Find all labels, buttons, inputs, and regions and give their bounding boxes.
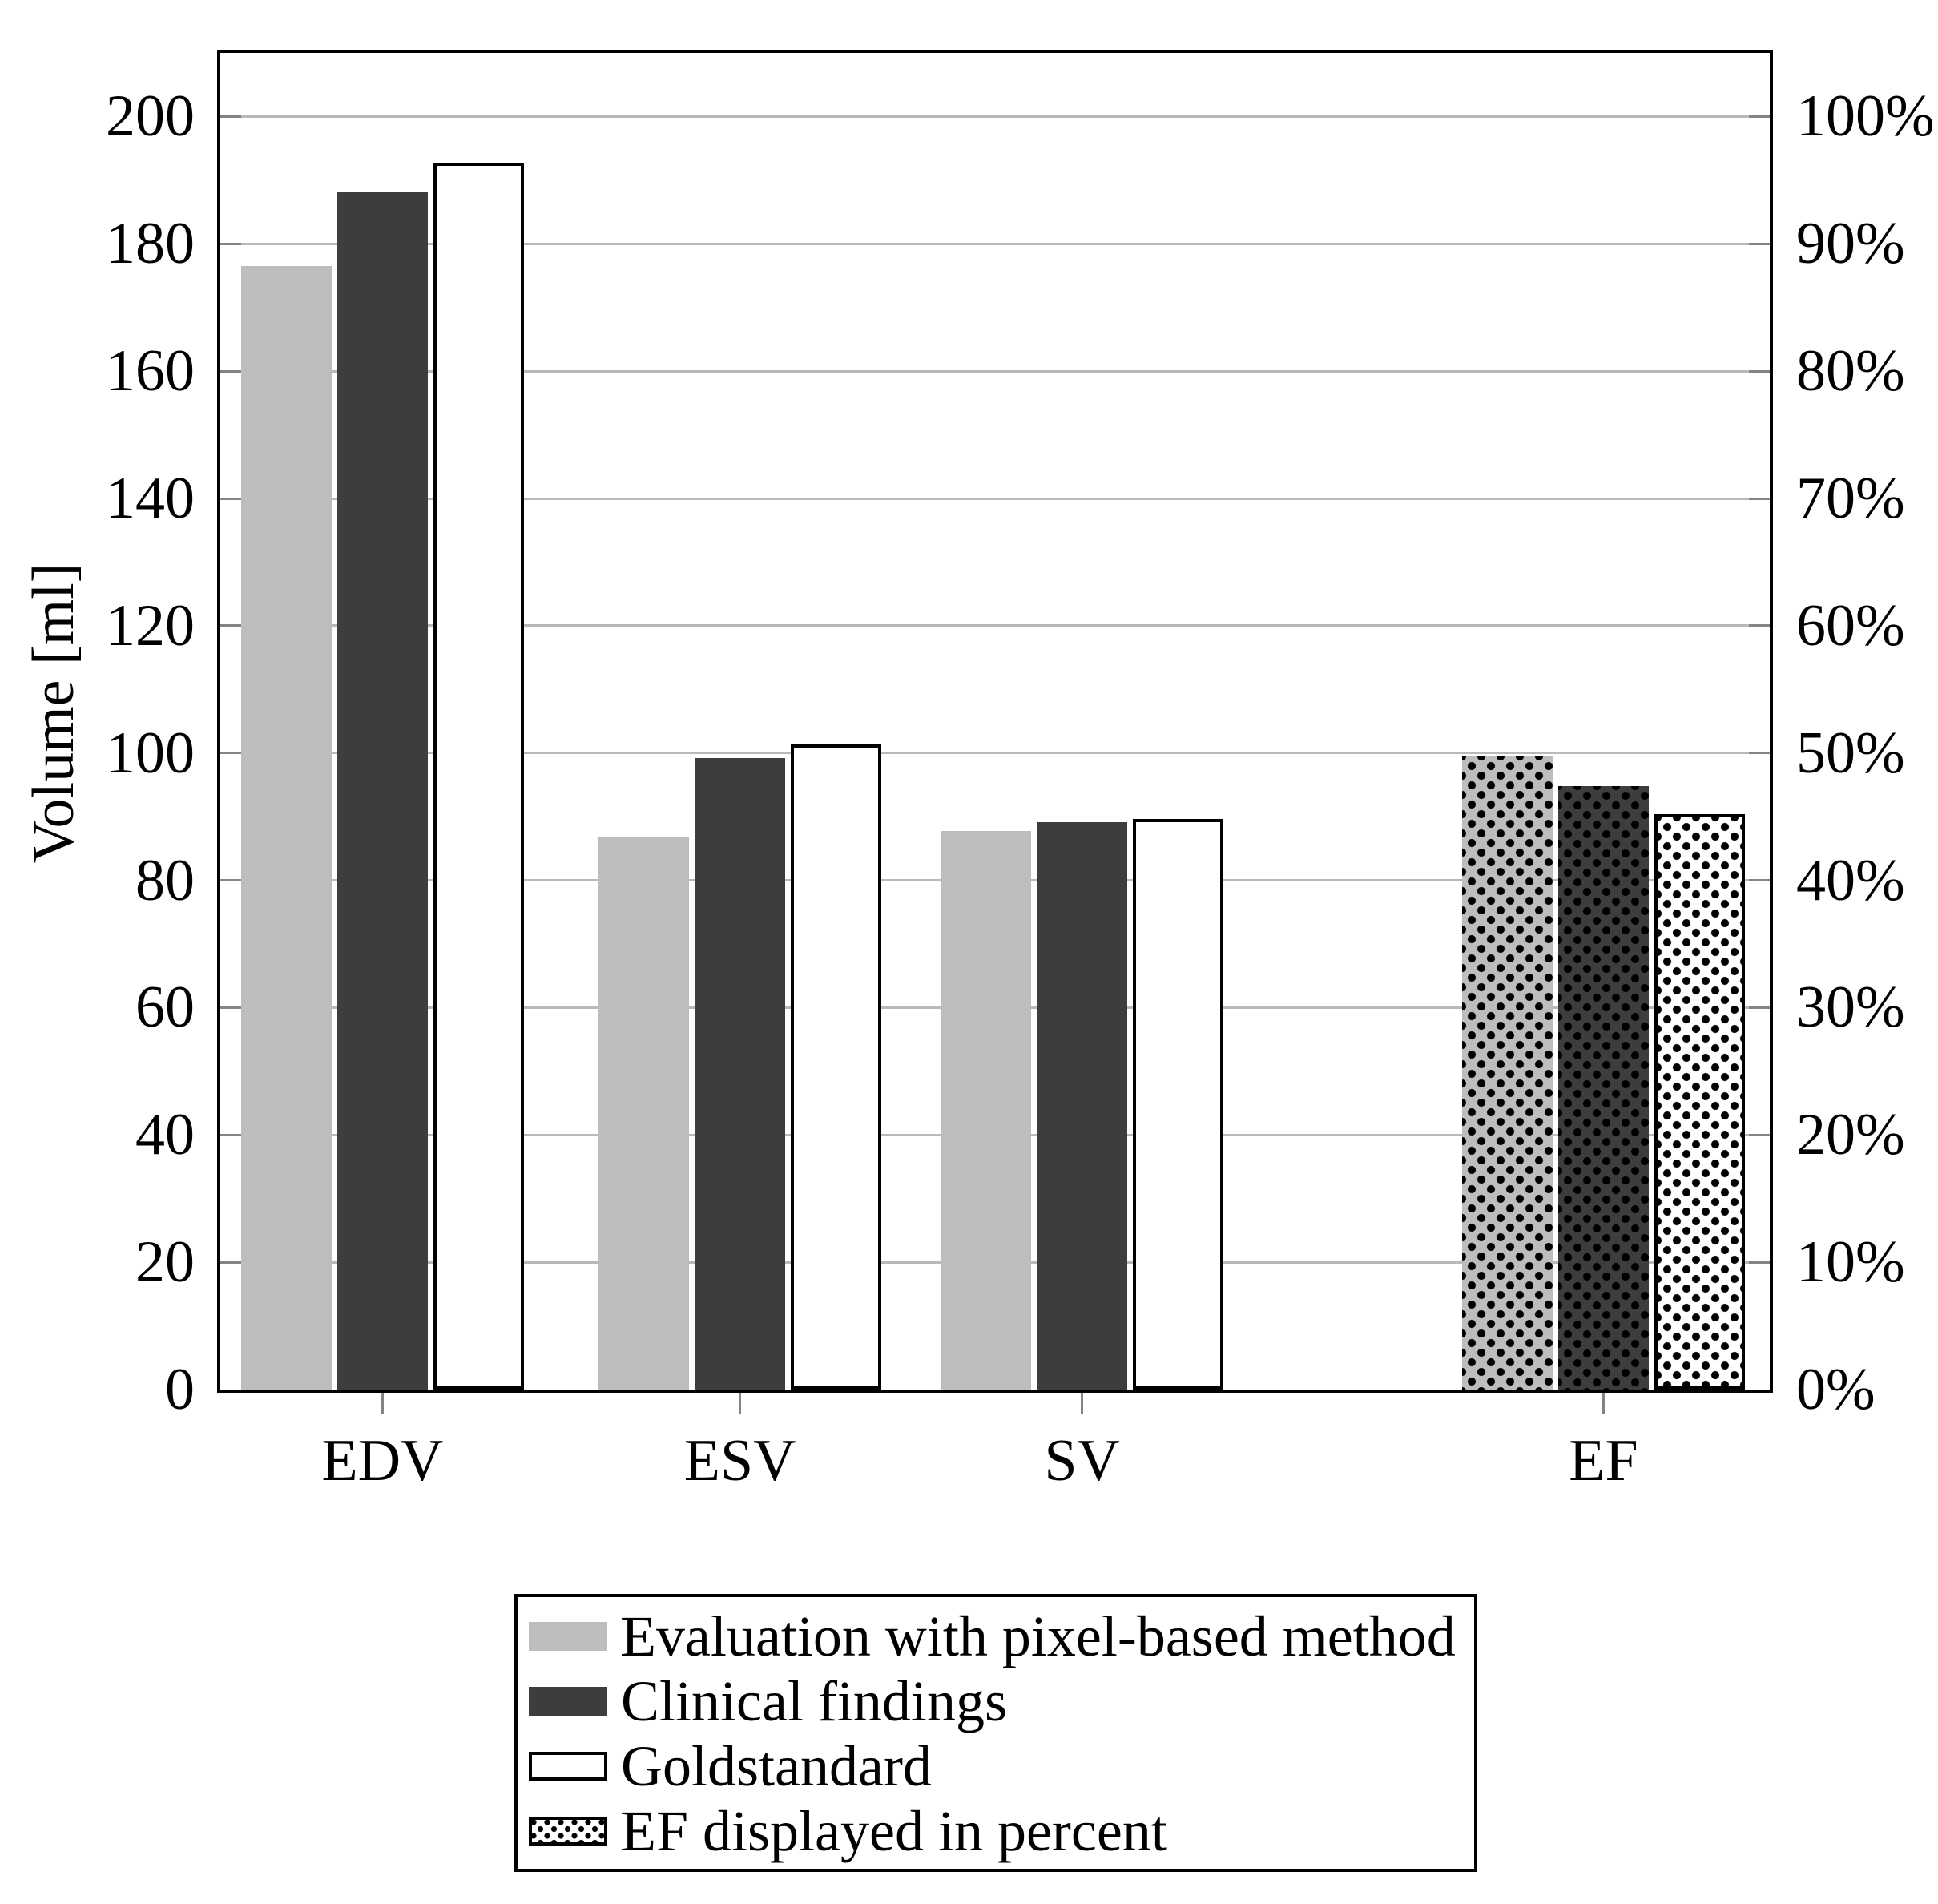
bar-ef-clinical: [1557, 786, 1649, 1390]
y-left-tick-label: 180: [106, 211, 195, 277]
y-right-tick-label: 80%: [1796, 338, 1905, 405]
left-axis-tick: [220, 624, 241, 627]
legend-item-label: EF displayed in percent: [621, 1798, 1167, 1863]
right-axis-tick: [1749, 242, 1770, 245]
right-axis-tick: [1749, 1006, 1770, 1009]
right-axis-tick: [1749, 497, 1770, 500]
right-axis-tick: [1749, 369, 1770, 373]
y-right-tick-label: 60%: [1796, 592, 1905, 659]
left-axis-tick: [220, 115, 241, 118]
legend-item: Clinical findings: [529, 1668, 1474, 1733]
x-axis-tick: [739, 1393, 742, 1414]
plot-area: [217, 50, 1773, 1393]
y-right-tick-label: 50%: [1796, 720, 1905, 786]
gridline: [220, 624, 1770, 627]
bar-sv-pixel-method: [941, 831, 1032, 1390]
x-axis-tick: [1602, 1393, 1605, 1414]
right-axis-tick: [1749, 624, 1770, 627]
bar-sv-goldstandard: [1133, 819, 1224, 1390]
bar-edv-pixel-method: [240, 266, 332, 1390]
legend-box: Evaluation with pixel-based method Clinic…: [514, 1594, 1477, 1872]
bar-edv-goldstandard: [433, 162, 524, 1390]
right-axis-tick: [1749, 879, 1770, 882]
y-right-tick-label: 40%: [1796, 847, 1905, 914]
bar-sv-clinical: [1037, 821, 1128, 1390]
bar-esv-pixel-method: [598, 837, 690, 1390]
gridline: [220, 242, 1770, 245]
bar-edv-clinical: [336, 192, 428, 1390]
legend-swatch-dotted: [529, 1816, 607, 1846]
left-axis-tick: [220, 242, 241, 245]
y-left-tick-label: 0: [165, 1357, 195, 1422]
left-axis-tick: [220, 497, 241, 500]
y-left-tick-label: 60: [135, 974, 195, 1041]
legend-swatch-dark-gray: [529, 1686, 607, 1716]
gridline: [220, 115, 1770, 118]
gridline: [220, 752, 1770, 755]
gridline: [220, 369, 1770, 373]
y-right-tick-label: 20%: [1796, 1102, 1905, 1168]
y-right-tick-label: 90%: [1796, 211, 1905, 277]
x-category-label-esv: ESV: [683, 1428, 796, 1494]
left-axis-tick: [220, 1133, 241, 1136]
legend-item: Goldstandard: [529, 1733, 1474, 1798]
legend-item: EF displayed in percent: [529, 1798, 1474, 1863]
legend-item-label: Clinical findings: [621, 1668, 1007, 1733]
bar-ef-pixel-method: [1461, 756, 1553, 1390]
y-left-tick-label: 120: [106, 592, 195, 659]
gridline: [220, 497, 1770, 500]
y-left-tick-label: 100: [106, 720, 195, 786]
bar-esv-clinical: [695, 758, 786, 1390]
right-axis-tick: [1749, 1261, 1770, 1264]
x-category-label-sv: SV: [1044, 1428, 1120, 1494]
legend-item-label: Goldstandard: [621, 1733, 932, 1798]
y-left-tick-label: 40: [135, 1102, 195, 1168]
legend-swatch-light-gray: [529, 1621, 607, 1651]
legend-item: Evaluation with pixel-based method: [529, 1603, 1474, 1668]
bar-ef-goldstandard: [1654, 813, 1745, 1390]
right-axis-tick: [1749, 115, 1770, 118]
left-axis-tick: [220, 1006, 241, 1009]
x-category-label-edv: EDV: [321, 1428, 444, 1494]
y-left-tick-label: 160: [106, 338, 195, 405]
y-right-tick-label: 70%: [1796, 466, 1905, 531]
x-axis-tick: [381, 1393, 384, 1414]
left-axis-tick: [220, 879, 241, 882]
y-left-tick-label: 20: [135, 1229, 195, 1296]
y-right-tick-label: 100%: [1796, 83, 1935, 150]
right-axis-tick: [1749, 752, 1770, 755]
y-right-tick-label: 10%: [1796, 1229, 1905, 1296]
y-left-tick-label: 200: [106, 83, 195, 150]
bar-esv-goldstandard: [791, 744, 882, 1390]
legend-swatch-white-bordered: [529, 1751, 607, 1781]
left-axis-tick: [220, 369, 241, 373]
left-axis-tick: [220, 1261, 241, 1264]
right-axis-tick: [1749, 1133, 1770, 1136]
y-right-tick-label: 0%: [1796, 1357, 1876, 1422]
x-category-label-ef: EF: [1569, 1428, 1638, 1494]
y-left-tick-label: 80: [135, 847, 195, 914]
legend-item-label: Evaluation with pixel-based method: [621, 1603, 1456, 1668]
x-axis-tick: [1081, 1393, 1084, 1414]
left-axis-tick: [220, 752, 241, 755]
y-left-tick-label: 140: [106, 466, 195, 531]
y-right-tick-label: 30%: [1796, 974, 1905, 1041]
